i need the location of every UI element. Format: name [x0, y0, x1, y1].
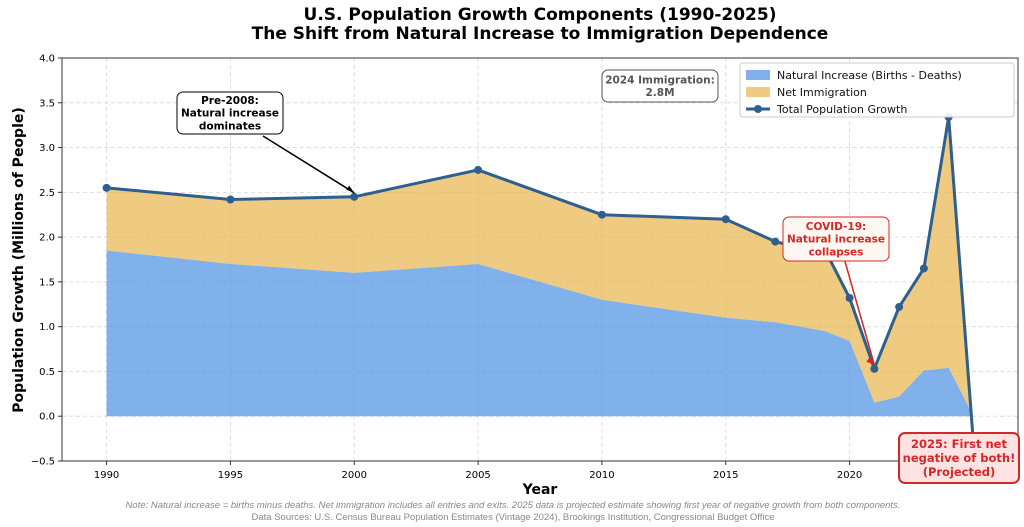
note-line-2: Data Sources: U.S. Census Bureau Populat…: [252, 512, 775, 523]
plot-frame: [61, 57, 1019, 462]
x-axis-label: Year: [522, 482, 558, 498]
annotation-text: Natural increase: [787, 234, 885, 246]
total-growth-point: [771, 237, 780, 246]
annotations: Pre-2008:Natural increasedominatesCOVID-…: [176, 69, 1020, 484]
y-tick-label: 0.5: [39, 367, 55, 378]
total-growth-point: [102, 183, 111, 192]
arrowhead-icon: [866, 357, 875, 365]
annotation-text: 2.8M: [645, 87, 674, 99]
y-tick-label: 3.5: [39, 98, 55, 109]
y-tick-label: 0.0: [39, 412, 55, 423]
total-growth-point: [895, 302, 904, 311]
total-growth-point: [474, 165, 483, 174]
annotation-text: collapses: [809, 246, 864, 258]
total-growth-point: [721, 215, 730, 224]
annotation-text: COVID-19:: [806, 221, 866, 233]
x-tick-label: 2020: [837, 470, 862, 481]
x-tick-label: 1990: [94, 470, 119, 481]
y-tick-label: 2.5: [39, 188, 55, 199]
annotation-text: (Projected): [923, 465, 996, 479]
x-tick-label: 2005: [465, 470, 490, 481]
annotation-box: [176, 91, 284, 135]
x-tick-label: 2010: [589, 470, 614, 481]
ticks: 1990 1995 2000 2005 2010 2015 2020 −0.5 0.0 0.5 1.…: [31, 54, 863, 482]
legend-box: [739, 62, 1015, 118]
annotation-box: [782, 216, 890, 262]
legend-label: Net Immigration: [777, 86, 867, 99]
legend-label: Natural Increase (Births - Deaths): [777, 69, 962, 82]
legend-swatch: [746, 87, 770, 97]
natural-increase-area: [106, 250, 974, 417]
y-tick-label: 3.0: [39, 143, 55, 154]
annotation: 2024 Immigration:2.8M: [601, 69, 719, 103]
annotation-text: Pre-2008:: [201, 95, 259, 107]
legend-marker: [754, 105, 762, 113]
legend-swatch: [746, 70, 770, 80]
y-tick-label: 2.0: [39, 233, 55, 244]
legend-label: Total Population Growth: [776, 103, 907, 116]
annotation-text: dominates: [199, 120, 261, 132]
annotation-text: Natural increase: [181, 108, 279, 120]
chart-title: U.S. Population Growth Components (1990-…: [304, 5, 777, 25]
areas: [106, 117, 974, 421]
legend: Natural Increase (Births - Deaths) Net Im…: [739, 62, 1015, 118]
annotation-text: 2025: First net: [911, 437, 1007, 451]
total-growth-point: [919, 264, 928, 273]
note-line-1: Note: Natural increase = births minus de…: [126, 500, 901, 511]
net-immigration-area: [106, 117, 974, 421]
x-tick-label: 1995: [218, 470, 243, 481]
x-tick-label: 2015: [713, 470, 738, 481]
total-growth-point: [350, 192, 359, 201]
total-growth-point: [597, 210, 606, 219]
annotation-text: 2024 Immigration:: [605, 74, 715, 86]
annotation-arrow: [843, 257, 876, 365]
arrowhead-icon: [346, 185, 355, 193]
annotation-box: [601, 69, 719, 103]
y-tick-label: 1.0: [39, 322, 55, 333]
total-growth-point: [845, 294, 854, 303]
x-tick-label: 2000: [342, 470, 367, 481]
y-axis-label: Population Growth (Millions of People): [11, 107, 27, 413]
y-tick-label: 1.5: [39, 277, 55, 288]
chart-subtitle: The Shift from Natural Increase to Immig…: [252, 24, 829, 44]
annotation-arrow: [262, 135, 355, 194]
total-growth-point: [226, 195, 235, 204]
annotation-box: [898, 432, 1020, 484]
y-tick-label: −0.5: [31, 457, 55, 468]
total-growth-point: [870, 364, 879, 373]
y-tick-label: 4.0: [39, 54, 55, 65]
annotation-text: negative of both!: [903, 451, 1016, 465]
